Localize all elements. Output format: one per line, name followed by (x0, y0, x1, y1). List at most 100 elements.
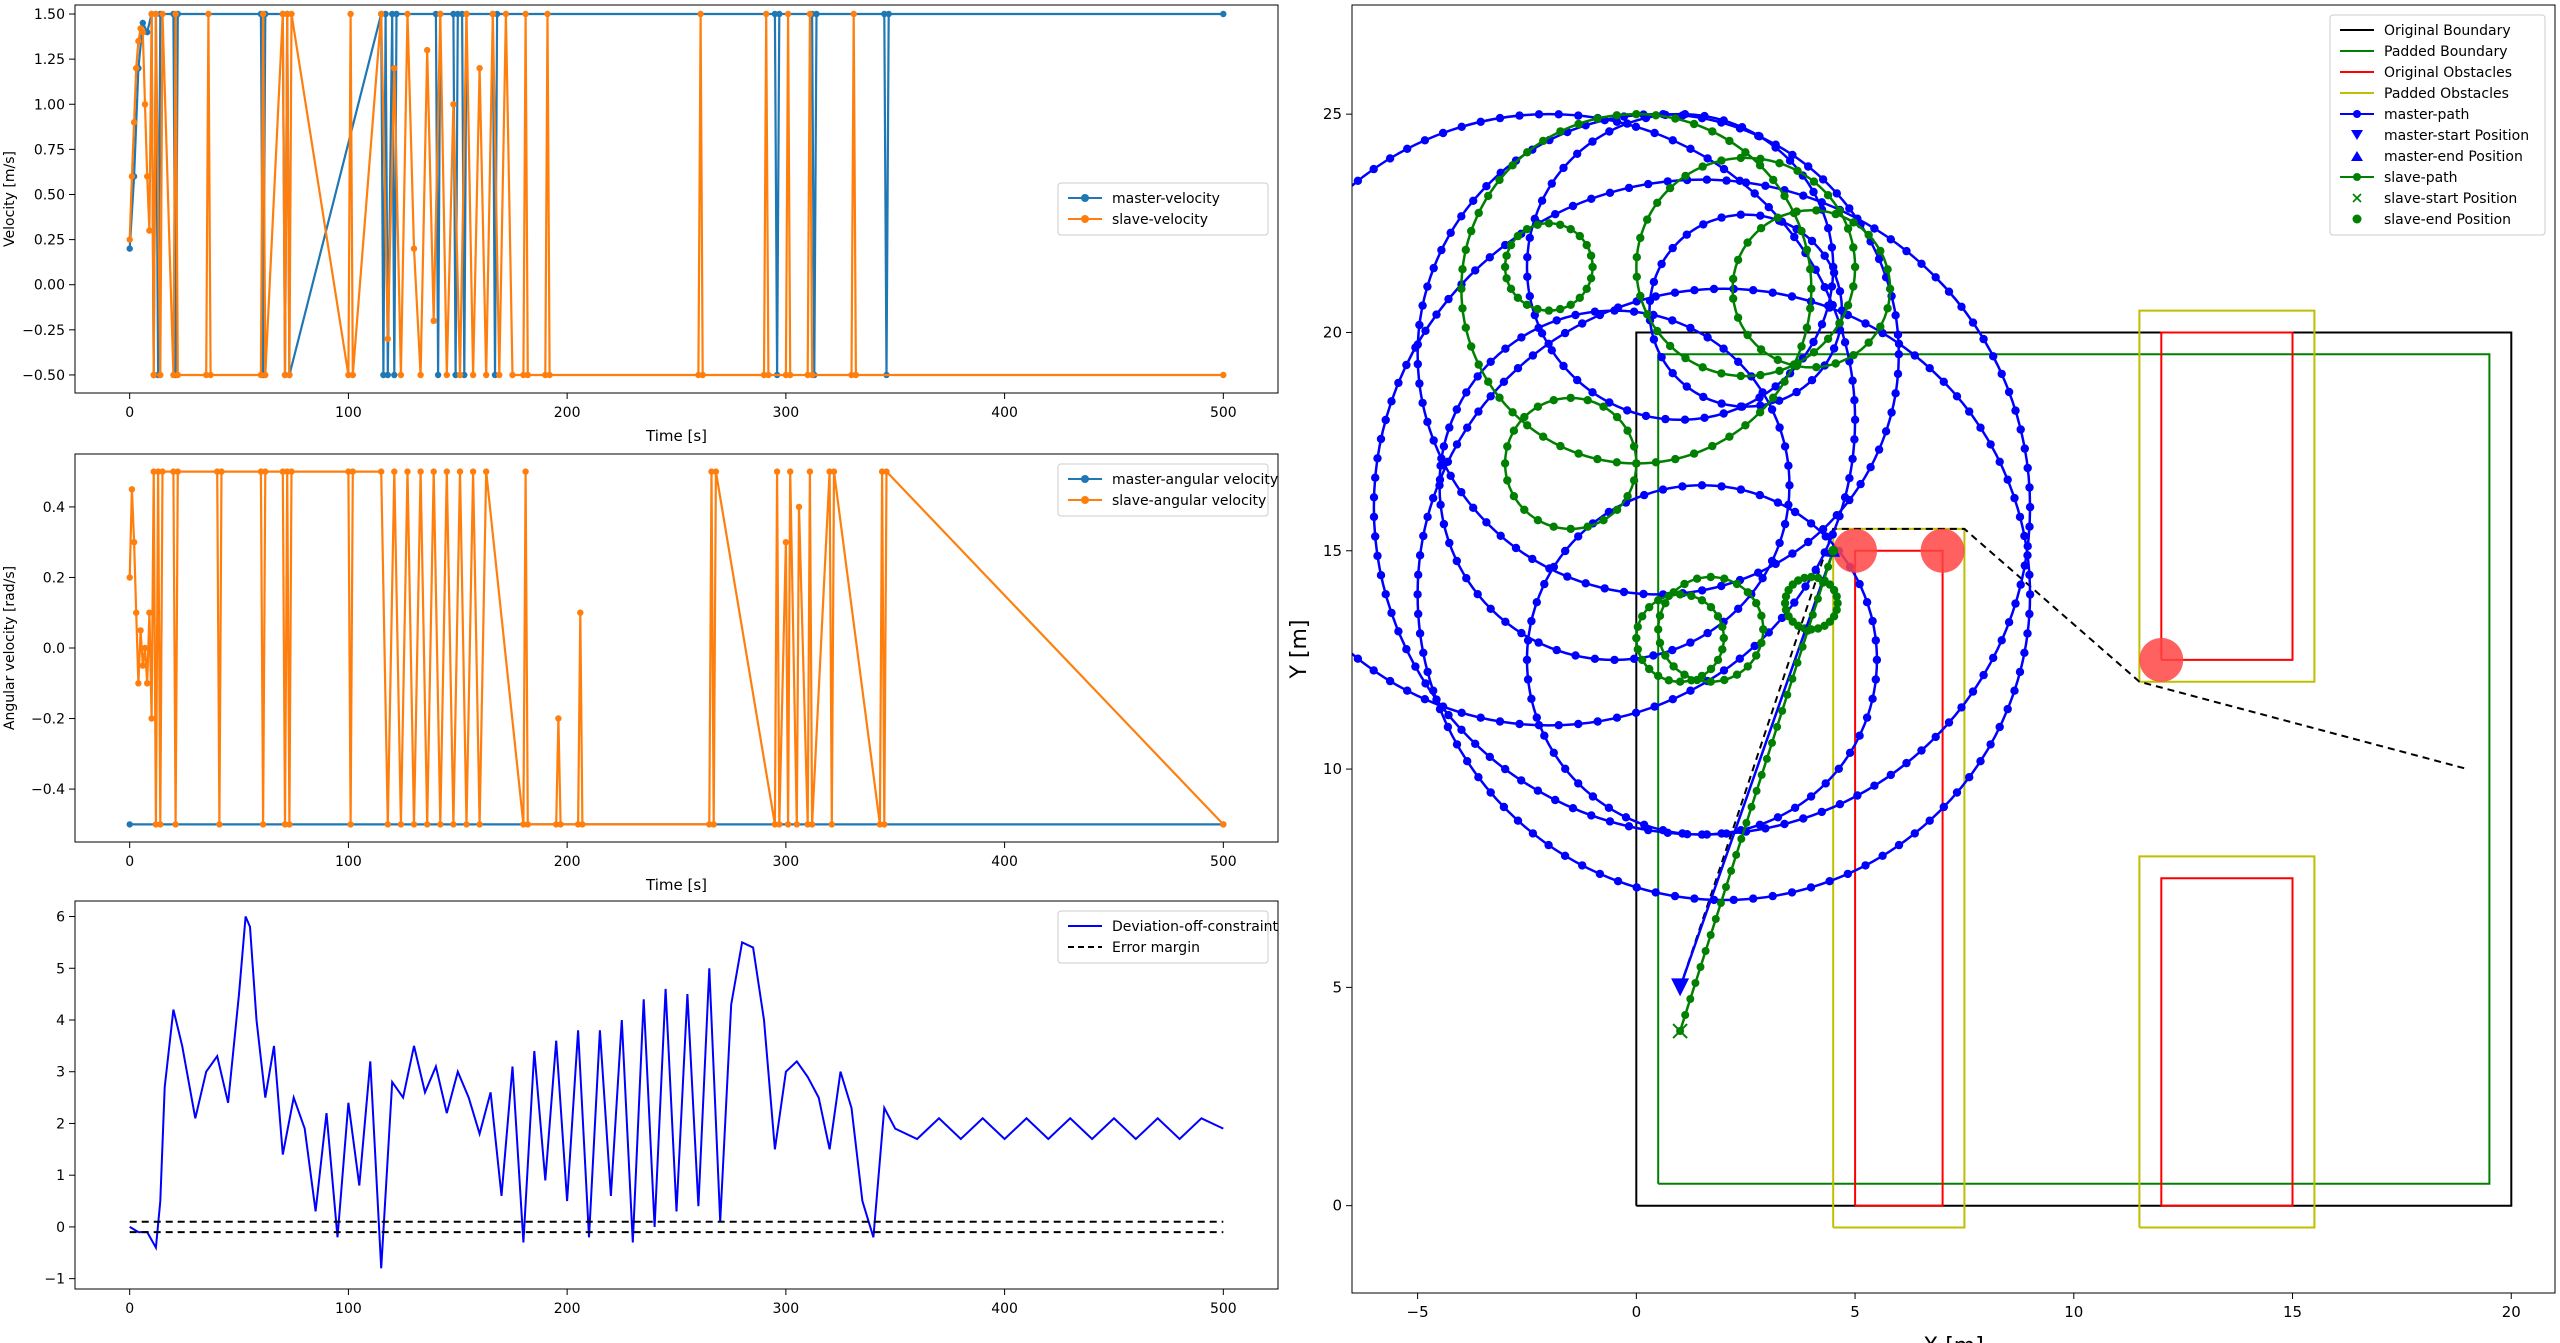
path-point (1759, 625, 1768, 634)
path-point (1752, 651, 1761, 660)
path-point (1631, 122, 1641, 131)
path-point (1780, 377, 1789, 386)
path-point (1533, 786, 1543, 795)
path-point (1809, 337, 1818, 347)
path-point (1501, 764, 1510, 774)
padded-obstacle (2138, 855, 2316, 1229)
legend-marker (1081, 194, 1089, 202)
path-point (1463, 423, 1472, 432)
path-point (1771, 382, 1780, 391)
path-point (1661, 599, 1670, 608)
path-point (1559, 361, 1568, 371)
waypoints (1833, 528, 2184, 682)
x-tick-label: 15 (2283, 1303, 2302, 1321)
data-point (806, 10, 814, 18)
path-point (1718, 622, 1727, 631)
path-point (1891, 389, 1900, 398)
data-point (262, 371, 269, 379)
path-point (1697, 830, 1707, 839)
path-point (1593, 717, 1602, 726)
path-point (1619, 587, 1629, 597)
path-point (1823, 191, 1833, 200)
data-point (452, 371, 459, 379)
waypoint (1833, 528, 1878, 573)
path-point (1862, 713, 1872, 722)
path-point (1517, 628, 1526, 638)
path-point (1771, 143, 1780, 152)
data-point (443, 468, 450, 475)
data-point (279, 10, 286, 18)
path-point (1780, 599, 1790, 608)
path-point (1452, 440, 1462, 449)
path-point (1549, 748, 1559, 757)
data-point (463, 821, 470, 828)
data-point (443, 371, 450, 379)
data-point (135, 37, 142, 45)
data-point (706, 821, 713, 828)
path-point (2004, 618, 2014, 627)
path-point (1692, 675, 1702, 685)
path-point (1874, 445, 1884, 454)
path-point (1435, 481, 1444, 490)
path-point (1768, 891, 1777, 901)
path-point (1413, 359, 1423, 369)
y-tick-label: 15 (1323, 542, 1342, 560)
path-point (1513, 364, 1523, 373)
path-point (1790, 507, 1800, 517)
path-point (1654, 596, 1663, 605)
data-point (456, 371, 464, 379)
data-point (378, 468, 385, 475)
series-Deviation-off-constraint (129, 916, 1224, 1269)
path-point (1668, 645, 1677, 655)
path-point (1547, 179, 1557, 188)
path-point (1894, 350, 1904, 359)
path-point (1552, 645, 1561, 655)
path-point (1520, 505, 1529, 514)
path-point (1780, 442, 1790, 451)
path-point (1528, 829, 1538, 838)
path-point (1700, 111, 1709, 121)
path-point (1457, 488, 1466, 497)
path-point (1513, 293, 1523, 302)
data-point (502, 10, 510, 18)
data-point (391, 468, 398, 475)
path-point (1373, 454, 1382, 463)
path-point (1583, 396, 1592, 405)
path-point (1729, 895, 1738, 905)
data-point (139, 28, 146, 36)
path-point (1698, 162, 1707, 171)
path-point (1804, 537, 1813, 547)
path-point (1421, 679, 1430, 688)
path-point (1883, 304, 1892, 313)
path-point (1655, 611, 1665, 620)
path-point (1686, 638, 1695, 647)
path-point (1817, 320, 1827, 329)
path-point (1703, 628, 1712, 638)
path-point (1423, 417, 1432, 427)
path-point (1649, 651, 1658, 660)
path-point (1768, 288, 1777, 297)
path-point (1686, 686, 1695, 695)
path-point (1578, 861, 1587, 870)
data-point (205, 10, 212, 18)
path-point (1444, 710, 1453, 720)
path-point (1452, 740, 1462, 749)
path-point (1547, 346, 1557, 355)
path-point (1534, 110, 1544, 119)
path-point (1850, 262, 1860, 272)
path-point (1458, 265, 1467, 274)
path-point (2003, 704, 2012, 714)
path-point (1743, 238, 1752, 247)
y-tick-label: −0.2 (31, 712, 65, 728)
data-point (128, 173, 136, 180)
path-point (1415, 629, 1425, 638)
path-point (1821, 779, 1830, 788)
y-axis-label: Angular velocity [rad/s] (2, 566, 18, 730)
data-point (463, 10, 470, 18)
legend-label: Original Boundary (2384, 23, 2511, 39)
x-tick-label: 500 (1210, 1301, 1237, 1317)
legend-swatch (2351, 151, 2363, 161)
data-point (257, 468, 265, 475)
legend-swatch (1068, 496, 1102, 504)
